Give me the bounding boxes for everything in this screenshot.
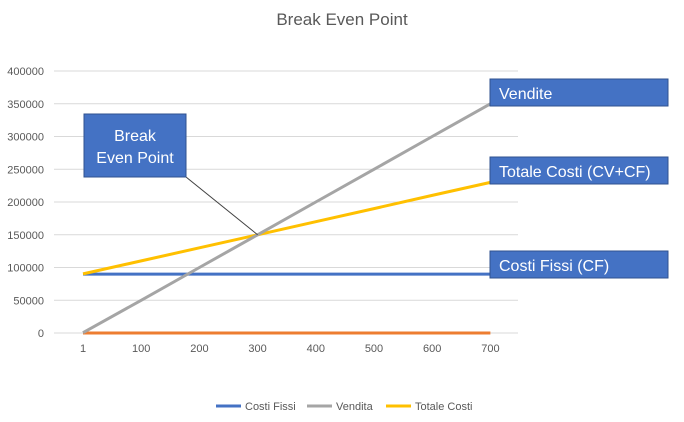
break-even-callout-text: Even Point	[96, 150, 174, 167]
annotations: Break Even Point Vendite Totale Costi (CV+C…	[83, 78, 669, 279]
x-tick-label: 700	[481, 343, 499, 355]
legend: Costi Fissi Vendita Totale Costi	[216, 401, 472, 413]
vendite-callout-box	[489, 78, 669, 107]
y-tick-label: 300000	[7, 132, 44, 144]
x-tick-label: 500	[365, 343, 383, 355]
y-tick-label: 250000	[7, 164, 44, 176]
x-tick-label: 600	[423, 343, 441, 355]
series-line-vendita	[82, 102, 492, 335]
x-tick-label: 100	[132, 343, 150, 355]
legend-label-vendita: Vendita	[336, 401, 374, 413]
y-tick-label: 150000	[7, 230, 44, 242]
x-tick-label: 1	[80, 343, 86, 355]
x-tick-label: 400	[307, 343, 325, 355]
y-axis-ticks: 0 50000 100000 150000 200000 250000 300000 3500…	[7, 66, 44, 340]
y-tick-label: 200000	[7, 197, 44, 209]
chart-title: Break Even Point	[276, 10, 408, 29]
series-line-totale-costi	[82, 180, 491, 276]
costi-fissi-callout-box	[489, 250, 669, 279]
y-tick-label: 50000	[13, 295, 44, 307]
x-tick-label: 300	[248, 343, 266, 355]
x-tick-label: 200	[190, 343, 208, 355]
totale-costi-callout-box	[489, 156, 669, 185]
series-lines	[82, 102, 492, 335]
costi-fissi-callout-text: Costi Fissi (CF)	[499, 258, 609, 275]
y-tick-label: 400000	[7, 66, 44, 78]
y-tick-label: 100000	[7, 263, 44, 275]
break-even-callout-box	[83, 113, 187, 178]
legend-label-costi-fissi: Costi Fissi	[245, 401, 296, 413]
gridlines	[54, 70, 518, 334]
y-tick-label: 0	[38, 328, 44, 340]
vendite-callout-text: Vendite	[499, 86, 552, 103]
y-tick-label: 350000	[7, 99, 44, 111]
break-even-callout-text: Break	[114, 128, 157, 145]
break-even-leader-line	[185, 176, 258, 236]
legend-label-totale-costi: Totale Costi	[415, 401, 472, 413]
x-axis-ticks: 1 100 200 300 400 500 600 700	[80, 343, 500, 355]
totale-costi-callout-text: Totale Costi (CV+CF)	[499, 164, 651, 181]
